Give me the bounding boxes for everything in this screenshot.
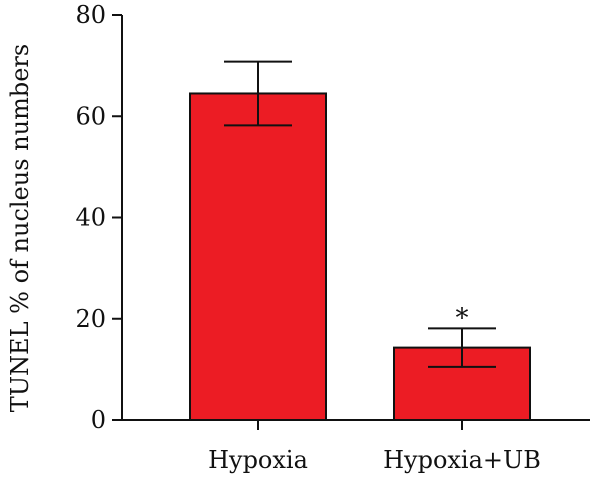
x-tick-label: Hypoxia+UB xyxy=(383,446,541,474)
x-tick-label: Hypoxia xyxy=(208,446,308,474)
bar-hypoxia xyxy=(189,92,327,421)
y-axis-label: TUNEL % of nucleus numbers xyxy=(6,44,34,412)
significance-marker: * xyxy=(456,303,469,333)
y-tick-label: 20 xyxy=(75,305,106,333)
y-tick-label: 60 xyxy=(75,102,106,130)
y-tick-label: 0 xyxy=(91,406,106,434)
labels: 0 20 40 60 80 Hypoxia Hypoxia+UB * xyxy=(75,1,540,474)
bars xyxy=(189,60,531,422)
y-tick-label: 40 xyxy=(75,204,106,232)
y-tick-label: 80 xyxy=(75,1,106,29)
